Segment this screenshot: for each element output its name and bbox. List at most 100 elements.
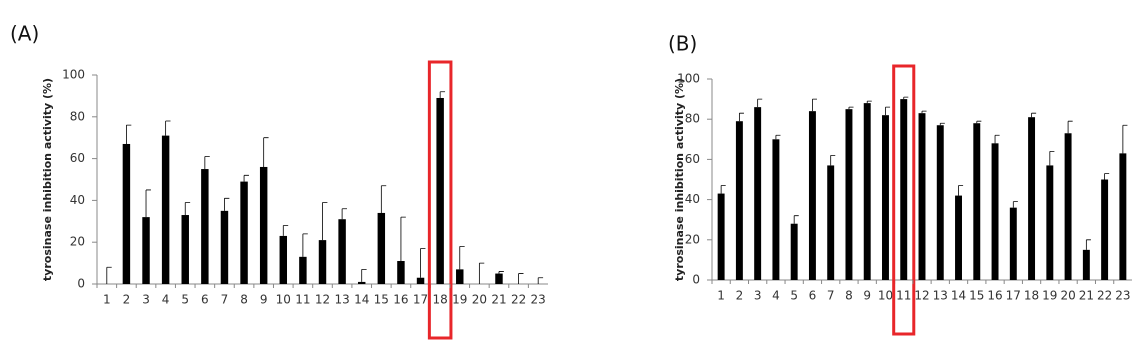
error-bar <box>243 174 249 182</box>
error-bar <box>204 156 210 170</box>
y-tick-label: 60 <box>70 151 85 165</box>
x-tick-label: 20 <box>1060 289 1075 303</box>
error-bar <box>958 185 964 196</box>
x-tick-label: 11 <box>896 289 911 303</box>
error-bar <box>537 277 544 284</box>
y-tick-label: 40 <box>685 192 700 206</box>
bar <box>900 99 908 280</box>
bar <box>240 181 248 284</box>
bar <box>1046 165 1054 280</box>
bar <box>338 219 346 284</box>
x-tick-label: 13 <box>334 293 349 307</box>
bar <box>416 277 425 284</box>
x-tick-label: 2 <box>123 293 131 307</box>
x-tick-label: 8 <box>240 293 248 307</box>
error-bar <box>380 185 387 213</box>
x-tick-label: 16 <box>393 293 408 307</box>
x-tick-label: 14 <box>951 289 966 303</box>
x-tick-label: 10 <box>878 289 893 303</box>
error-bar <box>720 185 726 194</box>
x-tick-label: 17 <box>413 293 428 307</box>
error-bar <box>145 189 151 218</box>
bar <box>772 139 780 280</box>
error-bar <box>921 110 927 114</box>
error-bar <box>939 122 945 126</box>
error-bar <box>866 100 872 104</box>
bar <box>973 123 981 280</box>
x-tick-label: 22 <box>511 293 526 307</box>
y-tick-label: 40 <box>70 193 85 207</box>
x-tick-label: 14 <box>354 293 369 307</box>
error-bar <box>885 106 891 116</box>
error-bar <box>994 134 1000 144</box>
x-tick-label: 22 <box>1097 289 1112 303</box>
bar <box>279 235 288 284</box>
error-bar <box>1085 239 1091 250</box>
error-bar <box>184 202 191 216</box>
error-bar <box>165 120 171 136</box>
bar <box>717 193 725 280</box>
highlight-box <box>892 64 916 336</box>
error-bar <box>793 215 799 224</box>
y-tick-label: 20 <box>70 235 85 249</box>
bar <box>754 107 762 280</box>
bar <box>991 143 999 280</box>
panel-label: (A) <box>10 22 39 46</box>
x-tick-label: 15 <box>969 289 984 303</box>
bar <box>1064 133 1072 280</box>
error-bar <box>224 197 230 211</box>
bar <box>790 223 798 280</box>
x-tick-label: 9 <box>260 293 268 307</box>
error-bar <box>1122 124 1128 154</box>
error-bar <box>478 262 485 284</box>
error-bar <box>322 202 328 241</box>
error-bar <box>1031 112 1037 118</box>
y-axis-label: tyrosinase inhibition activity (%) <box>41 78 54 281</box>
y-tick-label: 20 <box>685 232 700 246</box>
x-tick-label: 5 <box>790 289 798 303</box>
bar <box>845 109 853 281</box>
x-tick-label: 6 <box>809 289 817 303</box>
x-tick-label: 4 <box>162 293 170 307</box>
x-tick-label: 18 <box>433 293 448 307</box>
y-tick-label: 100 <box>677 72 700 86</box>
y-tick-label: 80 <box>685 112 700 126</box>
error-bar <box>126 124 132 144</box>
bar <box>299 256 307 284</box>
bar <box>1028 117 1036 280</box>
bar <box>735 121 743 281</box>
x-tick-label: 19 <box>1042 289 1057 303</box>
bar <box>1082 249 1090 280</box>
y-axis-label: tyrosinase inhibition activity (%) <box>673 78 686 281</box>
error-bar <box>106 266 112 284</box>
bar <box>1009 207 1017 280</box>
bar <box>259 166 268 284</box>
x-tick-label: 20 <box>472 293 487 307</box>
error-bar <box>1067 120 1073 134</box>
x-tick-label: 21 <box>491 293 506 307</box>
error-bar <box>263 137 269 167</box>
error-bar <box>400 216 406 262</box>
bar <box>918 113 926 280</box>
error-bar <box>775 134 781 140</box>
x-tick-label: 8 <box>845 289 853 303</box>
x-tick-label: 12 <box>914 289 929 303</box>
error-bar <box>361 268 367 282</box>
x-tick-label: 12 <box>315 293 330 307</box>
bar <box>936 125 944 280</box>
x-tick-label: 18 <box>1024 289 1039 303</box>
x-tick-label: 19 <box>452 293 467 307</box>
bar <box>1119 153 1127 280</box>
y-tick-label: 0 <box>692 273 700 287</box>
x-tick-label: 6 <box>201 293 209 307</box>
error-bar <box>830 154 836 166</box>
error-bar <box>1012 201 1018 208</box>
bar <box>1101 179 1109 280</box>
error-bar <box>439 91 446 98</box>
x-tick-label: 7 <box>221 293 229 307</box>
x-tick-label: 2 <box>736 289 744 303</box>
x-tick-label: 13 <box>933 289 948 303</box>
x-tick-label: 1 <box>717 289 725 303</box>
